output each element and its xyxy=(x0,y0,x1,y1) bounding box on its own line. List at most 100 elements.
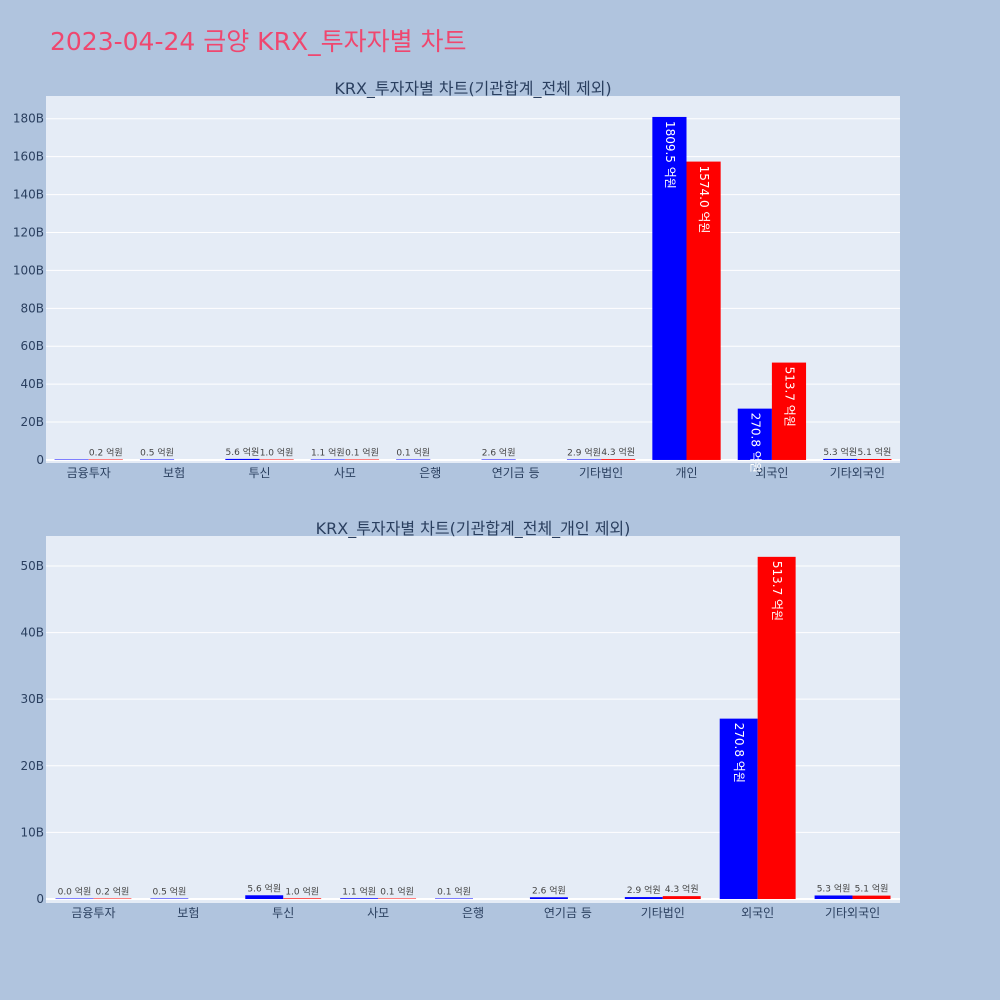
x-tick-label: 보험 xyxy=(177,906,199,920)
bar-label: 1.0 억원 xyxy=(260,446,294,458)
x-tick-label: 금융투자 xyxy=(67,466,111,480)
x-tick-label: 외국인 xyxy=(755,466,788,480)
x-tick-label: 연기금 등 xyxy=(544,906,592,920)
bar-buy xyxy=(823,458,858,460)
y-tick-label: 60B xyxy=(20,339,44,353)
bar-buy xyxy=(310,459,345,460)
bar-label: 0.5 억원 xyxy=(152,886,186,898)
y-tick-label: 160B xyxy=(13,150,44,164)
y-tick-label: 10B xyxy=(20,825,44,839)
bar-label: 1574.0 억원 xyxy=(697,166,711,234)
bar-buy xyxy=(245,895,284,900)
plot-area xyxy=(46,96,900,463)
bar-label: 1809.5 억원 xyxy=(663,121,677,189)
bar-sell xyxy=(852,895,891,900)
bar-sell xyxy=(88,459,123,460)
x-tick-label: 기타법인 xyxy=(641,906,685,920)
y-tick-label: 100B xyxy=(13,263,44,277)
bar-label: 2.9 억원 xyxy=(567,446,601,458)
y-tick-label: 0 xyxy=(36,892,44,906)
bar-label: 5.1 억원 xyxy=(855,883,889,895)
y-tick-label: 80B xyxy=(20,301,44,315)
bar-label: 5.6 억원 xyxy=(226,446,260,458)
y-tick-label: 20B xyxy=(20,759,44,773)
y-tick-label: 180B xyxy=(13,112,44,126)
bar-label: 0.5 억원 xyxy=(140,446,174,458)
bar-sell xyxy=(686,161,721,460)
bar-label: 0.2 억원 xyxy=(96,886,130,898)
bar-label: 270.8 억원 xyxy=(748,413,762,473)
bar-label: 0.1 억원 xyxy=(380,886,414,898)
bar-label: 0.2 억원 xyxy=(89,446,123,458)
x-tick-label: 투신 xyxy=(272,906,294,920)
bar-sell xyxy=(601,459,636,460)
bar-sell xyxy=(259,459,294,460)
y-tick-label: 40B xyxy=(20,626,44,640)
bar-buy xyxy=(55,898,94,900)
y-tick-label: 0 xyxy=(36,453,44,467)
x-tick-label: 연기금 등 xyxy=(492,466,540,480)
bar-buy xyxy=(529,897,568,900)
bar-sell xyxy=(344,459,380,460)
chart-title: KRX_투자자별 차트(기관합계_전체 제외) xyxy=(334,79,611,99)
bar-label: 1.0 억원 xyxy=(285,885,319,897)
bar-sell xyxy=(378,898,417,900)
y-tick-label: 20B xyxy=(20,415,44,429)
bar-label: 5.6 억원 xyxy=(247,882,281,894)
bar-buy xyxy=(150,898,189,900)
bar-label: 4.3 억원 xyxy=(601,446,635,458)
bar-label: 5.3 억원 xyxy=(817,882,851,894)
bar-buy xyxy=(737,408,772,460)
x-tick-label: 금융투자 xyxy=(71,906,115,920)
bar-label: 1.1 억원 xyxy=(311,446,345,458)
bar-buy xyxy=(814,895,853,900)
bar-buy xyxy=(225,458,260,460)
x-tick-label: 사모 xyxy=(334,466,356,480)
bar-buy xyxy=(719,718,758,900)
bar-buy xyxy=(652,116,687,460)
x-tick-label: 투신 xyxy=(248,466,270,480)
bar-label: 5.3 억원 xyxy=(823,446,857,458)
bar-label: 0.1 억원 xyxy=(437,886,471,898)
bar-label: 1.1 억원 xyxy=(342,885,376,897)
page-title: 2023-04-24 금양 KRX_투자자별 차트 xyxy=(50,27,467,56)
bar-buy xyxy=(396,459,431,460)
bar-label: 270.8 억원 xyxy=(732,723,746,783)
bar-buy xyxy=(139,459,175,460)
bar-buy xyxy=(435,898,473,900)
chart-title: KRX_투자자별 차트(기관합계_전체_개인 제외) xyxy=(316,519,631,539)
x-tick-label: 은행 xyxy=(419,465,441,480)
chart-2: KRX_투자자별 차트(기관합계_전체_개인 제외) 0 10B 20B 30B 40B 5… xyxy=(20,519,900,920)
y-tick-label: 50B xyxy=(20,559,44,573)
y-tick-label: 120B xyxy=(13,225,44,239)
x-tick-label: 보험 xyxy=(163,466,185,480)
x-tick-label: 사모 xyxy=(367,906,389,920)
bar-buy xyxy=(624,897,663,900)
bar-label: 0.1 억원 xyxy=(345,446,379,458)
x-tick-label: 기타외국인 xyxy=(825,906,880,920)
y-tick-label: 40B xyxy=(20,377,44,391)
x-tick-label: 개인 xyxy=(675,466,697,480)
x-tick-label: 외국인 xyxy=(741,906,774,920)
bar-sell xyxy=(857,459,892,460)
bar-buy xyxy=(54,459,89,460)
bar-label: 2.6 억원 xyxy=(532,884,566,896)
y-tick-label: 30B xyxy=(20,692,44,706)
bar-label: 4.3 억원 xyxy=(665,883,699,895)
x-tick-label: 기타외국인 xyxy=(830,466,885,480)
bar-sell xyxy=(662,896,701,900)
bar-sell xyxy=(771,362,807,460)
bar-sell xyxy=(93,898,132,900)
chart-1: KRX_투자자별 차트(기관합계_전체 제외) 0 20B 40B 60B 80B 100B… xyxy=(13,79,900,480)
bar-label: 2.9 억원 xyxy=(627,884,661,896)
bar-label: 0.1 억원 xyxy=(396,446,430,458)
bar-label: 513.7 억원 xyxy=(770,561,784,621)
y-tick-label: 140B xyxy=(13,188,44,202)
bar-label: 0.0 억원 xyxy=(58,886,92,898)
bar-label: 513.7 억원 xyxy=(782,367,796,427)
bar-sell xyxy=(757,556,796,900)
bar-sell xyxy=(283,898,322,900)
bar-buy xyxy=(481,459,516,460)
x-tick-label: 은행 xyxy=(462,905,484,920)
